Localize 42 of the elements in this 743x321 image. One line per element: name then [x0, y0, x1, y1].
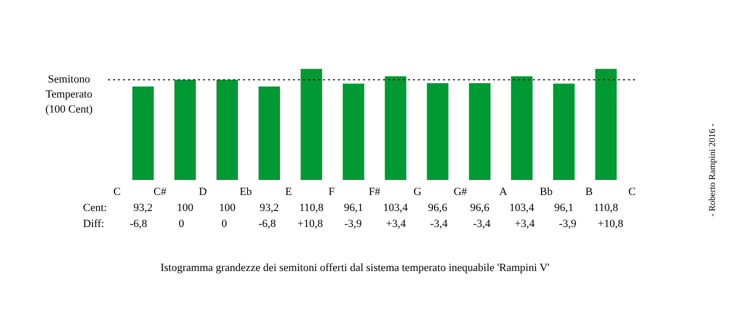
- data-label: 96,1: [344, 202, 364, 214]
- text: B: [585, 186, 593, 198]
- text: - Roberto Rampini 2016 -: [707, 124, 717, 216]
- text: Cent:: [83, 202, 107, 214]
- text: Eb: [240, 186, 252, 198]
- text: -6,8: [130, 218, 148, 230]
- text: +10,8: [598, 218, 624, 230]
- data-label: 100: [176, 202, 194, 214]
- text: 0: [178, 218, 185, 230]
- text: Bb: [540, 186, 554, 198]
- text: +3,4: [386, 218, 406, 230]
- text: -3,4: [430, 218, 448, 230]
- ref-line-label: Semitono Temperato (100 Cent): [45, 74, 94, 116]
- data-label: 96,1: [554, 202, 574, 214]
- text: 0: [222, 218, 228, 230]
- text: Istogramma grandezze dei semitoni offerti dal sistema temperato inequabile 'Rampini V': [160, 262, 550, 274]
- text: D: [198, 186, 207, 198]
- data-label: 93,2: [260, 202, 279, 214]
- data-label: 110,8: [594, 202, 619, 214]
- text: Diff:: [83, 218, 104, 230]
- data-label: 103,4: [383, 202, 408, 214]
- text: G#: [454, 186, 468, 198]
- text: -3,9: [344, 218, 362, 230]
- data-label: 110,8: [299, 202, 324, 214]
- text: C: [113, 186, 121, 198]
- text: -6,8: [258, 218, 276, 230]
- text: -3,4: [473, 218, 491, 230]
- text: C: [628, 186, 636, 198]
- data-label: 93,2: [133, 202, 153, 214]
- data-label: 100: [218, 202, 236, 214]
- text: G: [413, 186, 422, 198]
- text: A: [499, 186, 508, 198]
- text: +10,8: [297, 218, 324, 230]
- text: +3,4: [514, 218, 536, 230]
- data-label: 103,4: [509, 202, 535, 214]
- data-label: 96,6: [470, 202, 490, 214]
- text: F: [328, 186, 335, 198]
- text: C#: [153, 186, 167, 198]
- data-label: 96,6: [428, 202, 448, 214]
- text: E: [285, 186, 292, 198]
- text: -3,9: [558, 218, 577, 230]
- text: F#: [368, 186, 381, 198]
